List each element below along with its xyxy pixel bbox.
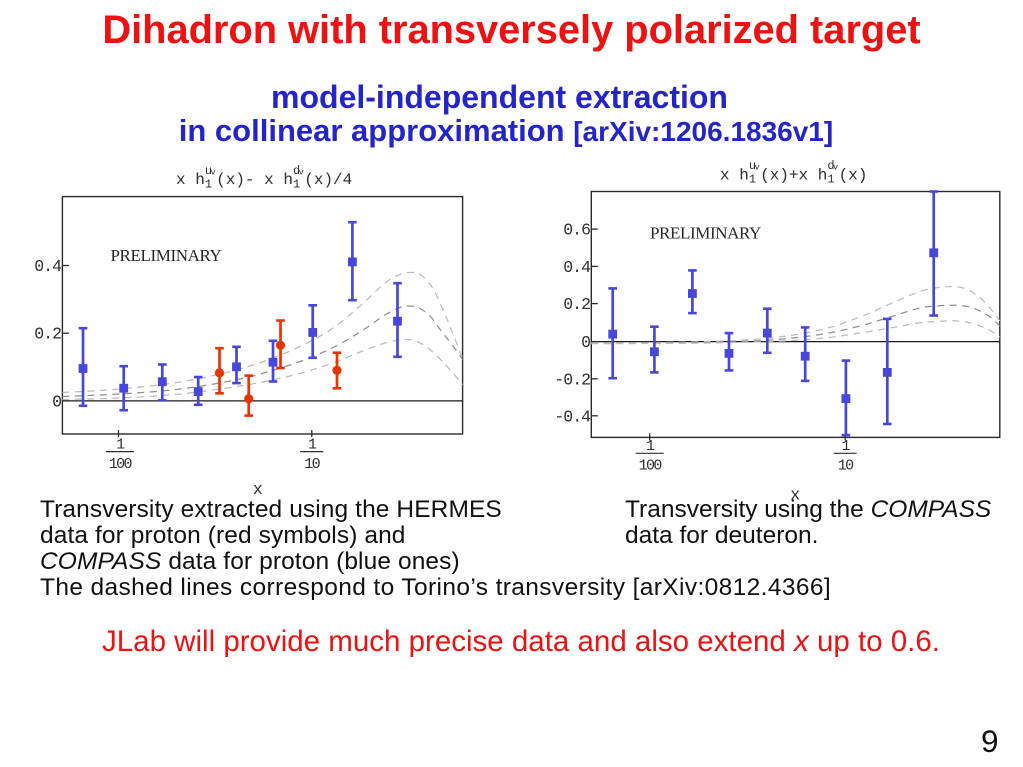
svg-text:0.2: 0.2 — [563, 295, 590, 314]
svg-text:0.2: 0.2 — [34, 325, 61, 344]
svg-text:1: 1 — [841, 438, 850, 455]
svg-text:x h1uv(x)+x h1dv(x): x h1uv(x)+x h1dv(x) — [720, 159, 867, 186]
svg-text:0.4: 0.4 — [563, 258, 591, 277]
svg-text:x: x — [790, 486, 800, 505]
svg-text:x h1uv(x)- x h1dv(x)/4: x h1uv(x)- x h1dv(x)/4 — [176, 164, 352, 191]
svg-text:10: 10 — [838, 458, 854, 475]
svg-text:-0.2: -0.2 — [554, 370, 590, 389]
svg-text:PRELIMINARY: PRELIMINARY — [650, 223, 761, 242]
svg-text:0: 0 — [581, 333, 590, 352]
svg-text:-0.4: -0.4 — [554, 407, 591, 426]
svg-text:0: 0 — [52, 392, 61, 411]
svg-text:10: 10 — [304, 456, 320, 473]
svg-text:100: 100 — [109, 456, 133, 473]
svg-text:100: 100 — [639, 458, 663, 475]
svg-text:0.4: 0.4 — [34, 257, 62, 276]
svg-text:PRELIMINARY: PRELIMINARY — [111, 246, 222, 265]
svg-text:1: 1 — [646, 438, 655, 455]
svg-text:x: x — [253, 480, 263, 499]
svg-text:1: 1 — [308, 437, 317, 454]
svg-text:0.6: 0.6 — [563, 221, 590, 240]
svg-text:1: 1 — [116, 437, 125, 454]
